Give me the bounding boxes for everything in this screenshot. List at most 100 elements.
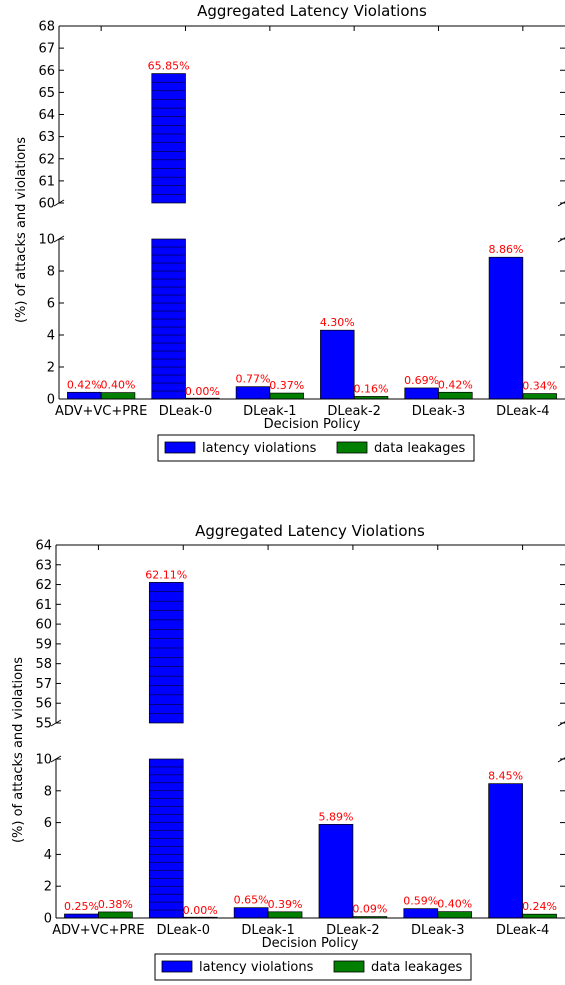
x-tick-label: DLeak-4 bbox=[496, 404, 549, 419]
bar-latency bbox=[64, 913, 99, 919]
data-label: 0.25% bbox=[64, 900, 99, 913]
data-label: 0.09% bbox=[352, 903, 387, 916]
data-label: 0.69% bbox=[404, 374, 439, 387]
bar-latency bbox=[233, 907, 269, 919]
data-label: 0.39% bbox=[268, 898, 303, 911]
bar-leakage bbox=[522, 913, 557, 919]
bar-latency bbox=[488, 256, 524, 400]
data-label: 65.85% bbox=[148, 60, 190, 73]
y-tick-label: 60 bbox=[38, 197, 55, 212]
bar-leakage bbox=[522, 393, 557, 400]
y-axis-label: (%) of attacks and violations bbox=[11, 657, 26, 843]
x-tick-label: DLeak-0 bbox=[157, 923, 210, 938]
y-tick-label: 0 bbox=[44, 912, 52, 927]
y-tick-label: 2 bbox=[47, 361, 55, 376]
data-label: 4.30% bbox=[320, 316, 355, 329]
legend: latency violations data leakages bbox=[154, 953, 472, 981]
data-label: 0.42% bbox=[67, 378, 102, 391]
y-tick-label: 56 bbox=[35, 697, 52, 712]
y-tick-label: 62 bbox=[35, 578, 52, 593]
data-label: 0.38% bbox=[98, 898, 133, 911]
y-tick-label: 2 bbox=[44, 880, 52, 895]
bar-latency-upper bbox=[148, 582, 184, 724]
chart-bottom: Aggregated Latency Violations (%) of att… bbox=[11, 522, 565, 981]
bar-leakage bbox=[100, 392, 136, 400]
y-tick-label: 63 bbox=[35, 558, 52, 573]
chart-title: Aggregated Latency Violations bbox=[195, 522, 425, 540]
y-axis-label: (%) of attacks and violations bbox=[14, 137, 29, 323]
data-label: 0.59% bbox=[403, 895, 438, 908]
y-tick-label: 65 bbox=[38, 86, 55, 101]
x-tick-label: DLeak-1 bbox=[241, 923, 294, 938]
y-tick-label: 63 bbox=[38, 130, 55, 145]
y-tick-label: 10 bbox=[35, 753, 52, 768]
bar-latency bbox=[404, 387, 439, 400]
x-tick-label: DLeak-4 bbox=[496, 923, 549, 938]
bar-leakage bbox=[269, 392, 304, 400]
y-tick-label: 64 bbox=[35, 539, 52, 554]
plot-area: 0.42% 65.85% 0.77% 4.30% 0.69% 8.86% 0.40% 0.00… bbox=[38, 20, 565, 419]
data-label: 0.24% bbox=[522, 900, 557, 913]
y-tick-label: 4 bbox=[44, 848, 52, 863]
data-label: 0.40% bbox=[437, 898, 472, 911]
plot-area: 0.25% 62.11% 0.65% 5.89% 0.59% 8.45% 0.38% 0.00… bbox=[35, 539, 565, 938]
bar-leakage bbox=[267, 911, 303, 919]
data-label: 0.16% bbox=[354, 382, 389, 395]
bar-latency bbox=[67, 391, 102, 400]
x-tick-label: DLeak-2 bbox=[326, 923, 379, 938]
y-tick-label: 8 bbox=[47, 265, 55, 280]
bar-latency bbox=[320, 329, 355, 400]
legend-label-latency: latency violations bbox=[199, 960, 314, 975]
y-tick-label: 59 bbox=[35, 637, 52, 652]
y-tick-label: 6 bbox=[44, 816, 52, 831]
y-tick-label: 61 bbox=[38, 174, 55, 189]
legend-label-leakage: data leakages bbox=[374, 441, 466, 456]
data-label: 0.77% bbox=[235, 373, 270, 386]
y-tick-label: 6 bbox=[47, 297, 55, 312]
data-label: 0.42% bbox=[438, 378, 473, 391]
y-tick-label: 10 bbox=[38, 233, 55, 248]
data-label: 0.40% bbox=[101, 379, 136, 392]
y-tick-label: 60 bbox=[35, 618, 52, 633]
data-label: 5.89% bbox=[318, 810, 353, 823]
data-label: 0.34% bbox=[522, 380, 557, 393]
legend-swatch-leakage bbox=[333, 960, 365, 973]
x-tick-label: DLeak-1 bbox=[243, 404, 296, 419]
y-tick-label: 61 bbox=[35, 598, 52, 613]
y-tick-label: 55 bbox=[35, 717, 52, 732]
bar-latency-upper bbox=[151, 73, 186, 204]
y-tick-label: 58 bbox=[35, 657, 52, 672]
x-tick-label: DLeak-2 bbox=[327, 404, 380, 419]
y-tick-label: 57 bbox=[35, 677, 52, 692]
bar-leakage bbox=[438, 391, 473, 400]
legend-box bbox=[157, 434, 475, 462]
y-tick-label: 64 bbox=[38, 108, 55, 123]
legend-label-leakage: data leakages bbox=[371, 960, 463, 975]
legend-swatch-latency bbox=[161, 960, 193, 973]
bar-leakage bbox=[437, 911, 473, 919]
y-tick-label: 68 bbox=[38, 20, 55, 35]
x-axis-label: Decision Policy bbox=[264, 417, 361, 432]
y-tick-label: 4 bbox=[47, 329, 55, 344]
legend-swatch-leakage bbox=[336, 441, 368, 454]
x-tick-label: DLeak-3 bbox=[411, 923, 464, 938]
legend-box bbox=[154, 953, 472, 981]
y-tick-label: 62 bbox=[38, 152, 55, 167]
data-label: 8.45% bbox=[488, 770, 523, 783]
y-tick-label: 8 bbox=[44, 784, 52, 799]
bar-leakage bbox=[98, 911, 133, 919]
x-tick-label: ADV+VC+PRE bbox=[55, 404, 147, 419]
chart-title: Aggregated Latency Violations bbox=[197, 2, 427, 20]
bar-latency bbox=[235, 386, 271, 400]
chart-top: Aggregated Latency Violations (%) of att… bbox=[14, 2, 565, 462]
data-label: 0.00% bbox=[183, 904, 218, 917]
x-axis-label: Decision Policy bbox=[262, 936, 359, 951]
x-tick-label: DLeak-0 bbox=[159, 404, 212, 419]
data-label: 62.11% bbox=[145, 568, 187, 581]
bar-latency bbox=[318, 823, 354, 919]
data-label: 0.00% bbox=[185, 385, 220, 398]
x-tick-label: ADV+VC+PRE bbox=[52, 923, 144, 938]
y-tick-label: 67 bbox=[38, 42, 55, 57]
legend-swatch-latency bbox=[164, 441, 196, 454]
